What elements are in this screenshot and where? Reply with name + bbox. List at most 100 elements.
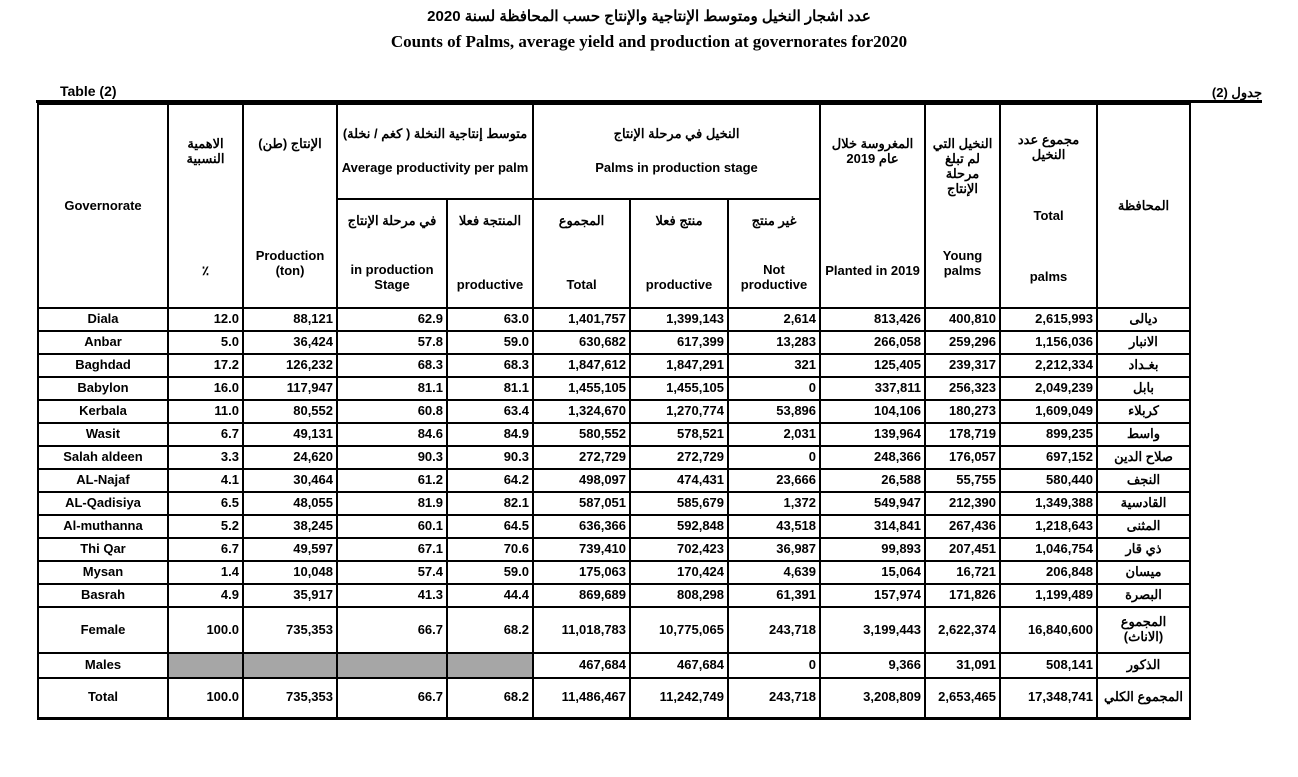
cell-value: 63.0 <box>445 307 535 332</box>
col-header-governorate-ar: المحافظة <box>1096 103 1192 309</box>
cell-governorate-en: Anbar <box>37 330 169 355</box>
subheader-total: المجموع Total <box>532 198 632 309</box>
cell-blank-gray <box>445 652 535 679</box>
col-header-planted-2019: المغروسة خلال عام 2019 Planted in 2019 <box>819 103 927 309</box>
cell-value: 508,141 <box>999 652 1099 679</box>
cell-governorate-ar: بغـداد <box>1096 353 1192 378</box>
cell-value: 175,063 <box>532 560 632 585</box>
table-row: Salah aldeen 3.3 24,620 90.3 90.3 272,729 272,… <box>37 445 1192 470</box>
table-header: Governorate الاهمية النسبية ٪ الإنتاج (ط… <box>37 103 1192 309</box>
cell-value: 11,486,467 <box>532 677 632 719</box>
cell-governorate-en: Baghdad <box>37 353 169 378</box>
cell-value: 6.7 <box>167 422 244 447</box>
cell-value: 43,518 <box>727 514 822 539</box>
subheader-in-production-stage: في مرحلة الإنتاج in production Stage <box>336 198 448 309</box>
table-row: AL-Qadisiya 6.5 48,055 81.9 82.1 587,051 585,6… <box>37 491 1192 516</box>
cell-value: 99,893 <box>819 537 927 562</box>
cell-value: 55,755 <box>924 468 1002 493</box>
cell-governorate-en: AL-Najaf <box>37 468 169 493</box>
horizontal-rule <box>36 100 1262 103</box>
cell-value: 104,106 <box>819 399 927 424</box>
cell-governorate-en: Males <box>37 652 169 679</box>
col-header-relative-importance: الاهمية النسبية ٪ <box>167 103 244 309</box>
cell-value: 587,051 <box>532 491 632 516</box>
cell-governorate-en: Mysan <box>37 560 169 585</box>
cell-blank-gray <box>242 652 338 679</box>
page-title-english: Counts of Palms, average yield and produ… <box>390 32 908 51</box>
cell-value: 239,317 <box>924 353 1002 378</box>
cell-value: 23,666 <box>727 468 822 493</box>
cell-value: 0 <box>727 376 822 401</box>
cell-value: 474,431 <box>629 468 730 493</box>
group-header-palms-in-production: النخيل في مرحلة الإنتاج Palms in product… <box>532 103 822 200</box>
production-label-ar: الإنتاج (طن) <box>258 136 322 151</box>
cell-value: 139,964 <box>819 422 927 447</box>
governorate-label-ar: المحافظة <box>1117 197 1170 213</box>
cell-value: 12.0 <box>167 307 244 332</box>
cell-value: 67.1 <box>336 537 448 562</box>
avg-productivity-label-en: Average productivity per palm <box>341 159 529 175</box>
table-row: Total 100.0 735,353 66.7 68.2 11,486,467 11,24… <box>37 677 1192 719</box>
cell-governorate-ar: المثنى <box>1096 514 1192 539</box>
cell-value: 243,718 <box>727 606 822 654</box>
cell-value: 10,048 <box>242 560 338 585</box>
cell-value: 10,775,065 <box>629 606 730 654</box>
cell-value: 813,426 <box>819 307 927 332</box>
cell-governorate-ar: القادسية <box>1096 491 1192 516</box>
cell-governorate-ar: كربلاء <box>1096 399 1192 424</box>
page-title-arabic: عدد اشجار النخيل ومتوسط الإنتاجية والإنت… <box>427 8 871 25</box>
cell-value: 178,719 <box>924 422 1002 447</box>
cell-value: 84.6 <box>336 422 448 447</box>
cell-value: 578,521 <box>629 422 730 447</box>
cell-value: 580,440 <box>999 468 1099 493</box>
palms-group-label-en: Palms in production stage <box>595 159 758 175</box>
young-palms-label-en: Young palms <box>942 248 983 279</box>
table-row: Diala 12.0 88,121 62.9 63.0 1,401,757 1,399,14… <box>37 307 1192 332</box>
cell-value: 16,721 <box>924 560 1002 585</box>
cell-value: 117,947 <box>242 376 338 401</box>
cell-governorate-en: Diala <box>37 307 169 332</box>
cell-value: 59.0 <box>445 560 535 585</box>
productive-avg-label-ar: المنتجة فعلا <box>458 213 522 228</box>
cell-value: 735,353 <box>242 677 338 719</box>
cell-value: 16,840,600 <box>999 606 1099 654</box>
cell-governorate-ar: صلاح الدين <box>1096 445 1192 470</box>
cell-value: 3,199,443 <box>819 606 927 654</box>
col-header-governorate: Governorate <box>37 103 169 309</box>
cell-value: 60.1 <box>336 514 448 539</box>
cell-governorate-ar: النجف <box>1096 468 1192 493</box>
subheader-not-productive: غير منتج Not productive <box>727 198 822 309</box>
cell-value: 176,057 <box>924 445 1002 470</box>
palms-statistics-table: Governorate الاهمية النسبية ٪ الإنتاج (ط… <box>37 103 1192 720</box>
cell-value: 38,245 <box>242 514 338 539</box>
cell-value: 68.2 <box>445 606 535 654</box>
cell-value: 81.1 <box>445 376 535 401</box>
cell-value: 808,298 <box>629 583 730 608</box>
cell-value: 212,390 <box>924 491 1002 516</box>
cell-value: 899,235 <box>999 422 1099 447</box>
productive-label-ar: منتج فعلا <box>655 213 703 228</box>
cell-governorate-en: Basrah <box>37 583 169 608</box>
cell-value: 2,049,239 <box>999 376 1099 401</box>
cell-value: 61,391 <box>727 583 822 608</box>
cell-value: 467,684 <box>532 652 632 679</box>
table-row: Wasit 6.7 49,131 84.6 84.9 580,552 578,521 2,03… <box>37 422 1192 447</box>
cell-value: 1,270,774 <box>629 399 730 424</box>
cell-value: 256,323 <box>924 376 1002 401</box>
productive-label-en: productive <box>645 277 713 293</box>
cell-value: 272,729 <box>629 445 730 470</box>
cell-value: 400,810 <box>924 307 1002 332</box>
governorate-label-en: Governorate <box>64 197 142 213</box>
cell-value: 84.9 <box>445 422 535 447</box>
cell-value: 2,031 <box>727 422 822 447</box>
table-label-english: Table (2) <box>60 83 117 99</box>
cell-value: 1,847,291 <box>629 353 730 378</box>
cell-value: 31,091 <box>924 652 1002 679</box>
cell-value: 9,366 <box>819 652 927 679</box>
cell-governorate-en: Salah aldeen <box>37 445 169 470</box>
total-label-ar: المجموع <box>558 213 605 228</box>
cell-value: 157,974 <box>819 583 927 608</box>
cell-value: 57.8 <box>336 330 448 355</box>
cell-value: 5.2 <box>167 514 244 539</box>
cell-value: 26,588 <box>819 468 927 493</box>
